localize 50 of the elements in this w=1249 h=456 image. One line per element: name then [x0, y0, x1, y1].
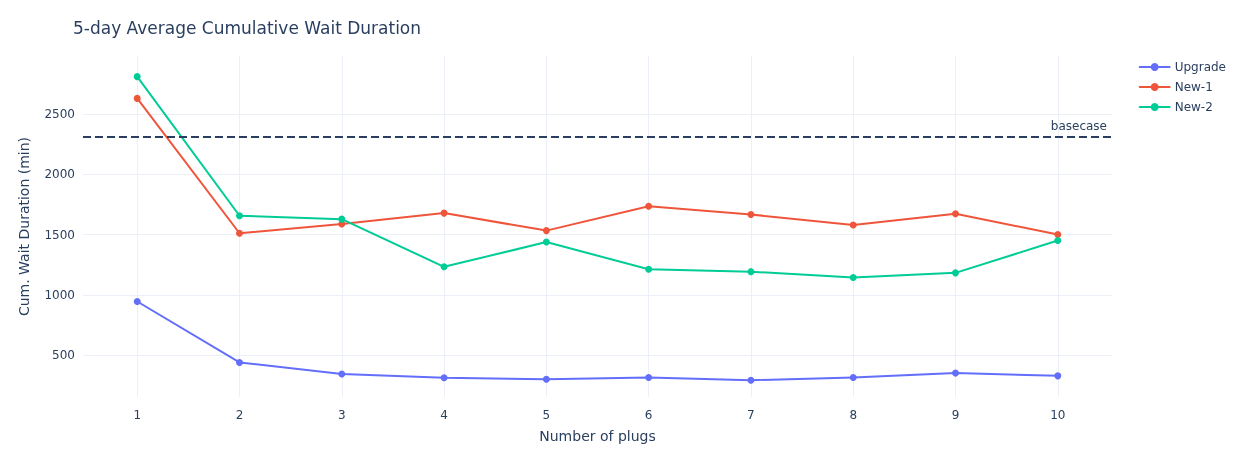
y-tick-label: 1500: [44, 227, 75, 242]
point: [338, 215, 346, 223]
x-tick-label: 8: [849, 408, 858, 422]
point: [645, 202, 653, 210]
x-tick-label: 1: [133, 408, 142, 422]
x-tick-label: 3: [337, 408, 346, 422]
point: [440, 263, 448, 271]
y-tick-label: 2500: [44, 106, 75, 121]
x-axis-title: Number of plugs: [539, 428, 656, 444]
point: [133, 73, 141, 81]
point: [645, 265, 653, 273]
point: [645, 373, 653, 381]
point: [747, 376, 755, 384]
y-tick-label: 500: [52, 348, 75, 363]
point: [236, 358, 243, 366]
legend-label: New-1: [1174, 80, 1213, 94]
point: [952, 210, 959, 218]
point: [338, 370, 346, 378]
point: [133, 297, 141, 305]
ref-line-label: basecase: [1050, 119, 1107, 134]
point: [1054, 237, 1062, 245]
legend-label: New-2: [1174, 100, 1213, 114]
y-tick-label: 2000: [44, 167, 75, 182]
chart-title: 5-day Average Cumulative Wait Duration: [73, 17, 422, 38]
x-tick-label: 5: [542, 408, 551, 422]
point: [1054, 372, 1062, 380]
y-axis-title: Cum. Wait Duration (min): [16, 136, 32, 317]
point: [849, 221, 857, 229]
x-tick-label: 6: [644, 408, 653, 422]
x-tick-label: 2: [235, 408, 244, 422]
point: [1054, 230, 1062, 238]
point: [542, 238, 550, 246]
point: [952, 369, 959, 377]
y-tick-label: 1000: [44, 288, 75, 303]
point: [542, 227, 550, 235]
x-tick-label: 7: [747, 408, 755, 422]
point: [747, 268, 755, 276]
point: [133, 94, 141, 102]
point: [849, 373, 857, 381]
x-tick-label: 9: [951, 408, 960, 422]
point: [236, 229, 243, 237]
point: [849, 274, 857, 282]
point: [952, 269, 959, 277]
x-tick-label: 10: [1050, 408, 1066, 422]
legend-label: Upgrade: [1174, 60, 1227, 74]
point: [440, 374, 448, 382]
point: [747, 211, 755, 219]
x-tick-label: 4: [440, 408, 448, 422]
point: [236, 212, 243, 220]
point: [542, 375, 550, 383]
